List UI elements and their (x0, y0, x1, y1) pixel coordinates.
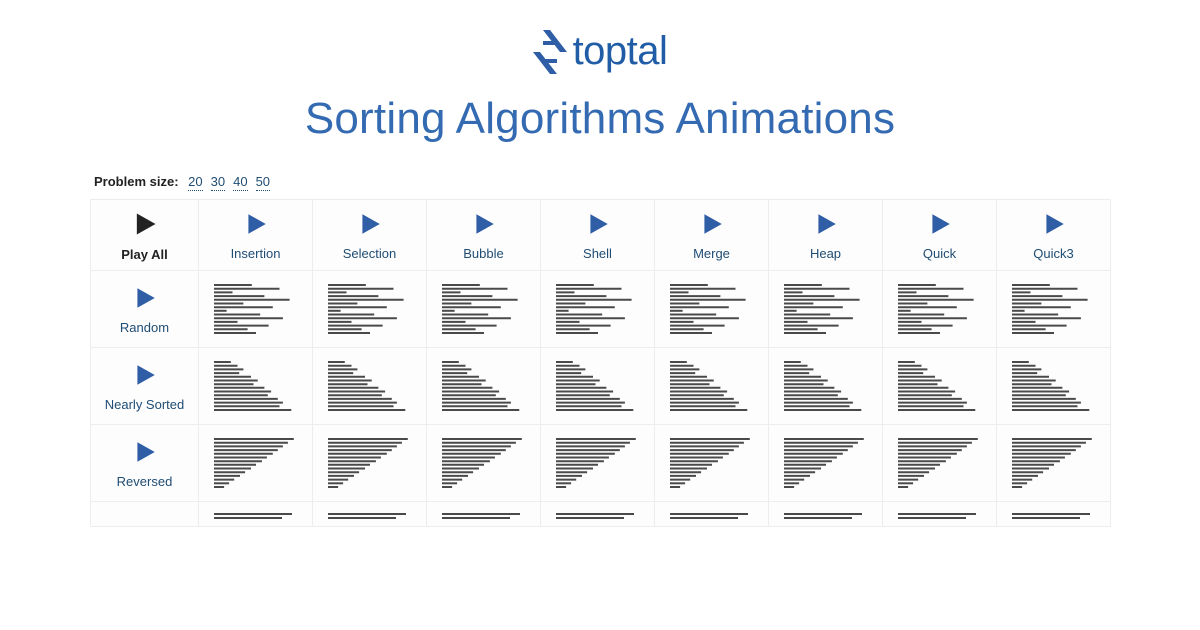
page-title: Sorting Algorithms Animations (0, 94, 1200, 144)
algo-header-quick[interactable]: Quick (883, 200, 997, 271)
algo-label[interactable]: Quick (887, 246, 992, 261)
condition-label[interactable]: Nearly Sorted (95, 397, 194, 412)
anim-cell-bubble-nearly-sorted[interactable] (427, 348, 541, 425)
brand-wordmark: toptal (573, 29, 668, 74)
anim-cell-insertion-random[interactable] (199, 271, 313, 348)
anim-cell-quick-random[interactable] (883, 271, 997, 348)
algo-header-merge[interactable]: Merge (655, 200, 769, 271)
play-column-icon[interactable] (813, 207, 839, 239)
play-all-cell[interactable]: Play All (91, 200, 199, 271)
anim-cell-shell-random[interactable] (541, 271, 655, 348)
anim-cell-merge-reversed[interactable] (655, 425, 769, 502)
play-row-icon[interactable] (132, 281, 158, 313)
anim-cell-peek[interactable] (199, 502, 313, 527)
anim-cell-quick-nearly-sorted[interactable] (883, 348, 997, 425)
algo-label[interactable]: Selection (317, 246, 422, 261)
anim-cell-peek[interactable] (427, 502, 541, 527)
algo-header-insertion[interactable]: Insertion (199, 200, 313, 271)
anim-cell-merge-random[interactable] (655, 271, 769, 348)
play-row-cell[interactable]: Nearly Sorted (91, 348, 199, 425)
anim-cell-peek[interactable] (655, 502, 769, 527)
anim-cell-merge-nearly-sorted[interactable] (655, 348, 769, 425)
anim-cell-bubble-random[interactable] (427, 271, 541, 348)
play-column-icon[interactable] (699, 207, 725, 239)
condition-row-random: Random (91, 271, 1111, 348)
anim-cell-quick3-nearly-sorted[interactable] (997, 348, 1111, 425)
anim-cell-bubble-reversed[interactable] (427, 425, 541, 502)
condition-row-nearly-sorted: Nearly Sorted (91, 348, 1111, 425)
anim-cell-heap-reversed[interactable] (769, 425, 883, 502)
anim-cell-insertion-nearly-sorted[interactable] (199, 348, 313, 425)
toptal-mark-icon (533, 26, 567, 76)
algo-header-heap[interactable]: Heap (769, 200, 883, 271)
algorithms-grid: Play All Insertion Selection Bubble Shell Mer… (90, 199, 1111, 527)
brand-logo: toptal (0, 0, 1200, 76)
algo-label[interactable]: Shell (545, 246, 650, 261)
anim-cell-shell-nearly-sorted[interactable] (541, 348, 655, 425)
anim-cell-selection-reversed[interactable] (313, 425, 427, 502)
play-column-icon[interactable] (585, 207, 611, 239)
algo-header-shell[interactable]: Shell (541, 200, 655, 271)
play-column-icon[interactable] (471, 207, 497, 239)
play-column-icon[interactable] (927, 207, 953, 239)
anim-cell-heap-nearly-sorted[interactable] (769, 348, 883, 425)
anim-cell-insertion-reversed[interactable] (199, 425, 313, 502)
algo-label[interactable]: Bubble (431, 246, 536, 261)
play-row-icon[interactable] (132, 358, 158, 390)
problem-size-option-30[interactable]: 30 (211, 174, 225, 191)
condition-row-peek (91, 502, 1111, 527)
problem-size-label: Problem size: (94, 174, 179, 189)
algo-header-selection[interactable]: Selection (313, 200, 427, 271)
algo-label[interactable]: Merge (659, 246, 764, 261)
condition-label[interactable]: Random (95, 320, 194, 335)
anim-cell-quick3-random[interactable] (997, 271, 1111, 348)
condition-label[interactable]: Reversed (95, 474, 194, 489)
play-all-label: Play All (95, 247, 194, 262)
anim-cell-peek[interactable] (313, 502, 427, 527)
problem-size-option-40[interactable]: 40 (233, 174, 247, 191)
anim-cell-peek[interactable] (769, 502, 883, 527)
anim-cell-peek[interactable] (997, 502, 1111, 527)
play-row-cell[interactable]: Random (91, 271, 199, 348)
problem-size-option-20[interactable]: 20 (188, 174, 202, 191)
anim-cell-quick3-reversed[interactable] (997, 425, 1111, 502)
play-column-icon[interactable] (357, 207, 383, 239)
algo-label[interactable]: Insertion (203, 246, 308, 261)
anim-cell-peek[interactable] (883, 502, 997, 527)
play-row-cell[interactable]: Reversed (91, 425, 199, 502)
algo-label[interactable]: Quick3 (1001, 246, 1106, 261)
algo-label[interactable]: Heap (773, 246, 878, 261)
algo-header-bubble[interactable]: Bubble (427, 200, 541, 271)
anim-cell-shell-reversed[interactable] (541, 425, 655, 502)
anim-cell-selection-random[interactable] (313, 271, 427, 348)
anim-cell-peek[interactable] (541, 502, 655, 527)
anim-cell-heap-random[interactable] (769, 271, 883, 348)
play-row-icon[interactable] (132, 435, 158, 467)
problem-size-option-50[interactable]: 50 (256, 174, 270, 191)
play-column-icon[interactable] (1041, 207, 1067, 239)
anim-cell-quick-reversed[interactable] (883, 425, 997, 502)
play-all-icon[interactable] (131, 206, 159, 240)
problem-size-selector: Problem size: 20 30 40 50 (94, 174, 1110, 189)
play-column-icon[interactable] (243, 207, 269, 239)
anim-cell-selection-nearly-sorted[interactable] (313, 348, 427, 425)
play-row-cell[interactable] (91, 502, 199, 527)
algo-header-quick3[interactable]: Quick3 (997, 200, 1111, 271)
condition-row-reversed: Reversed (91, 425, 1111, 502)
